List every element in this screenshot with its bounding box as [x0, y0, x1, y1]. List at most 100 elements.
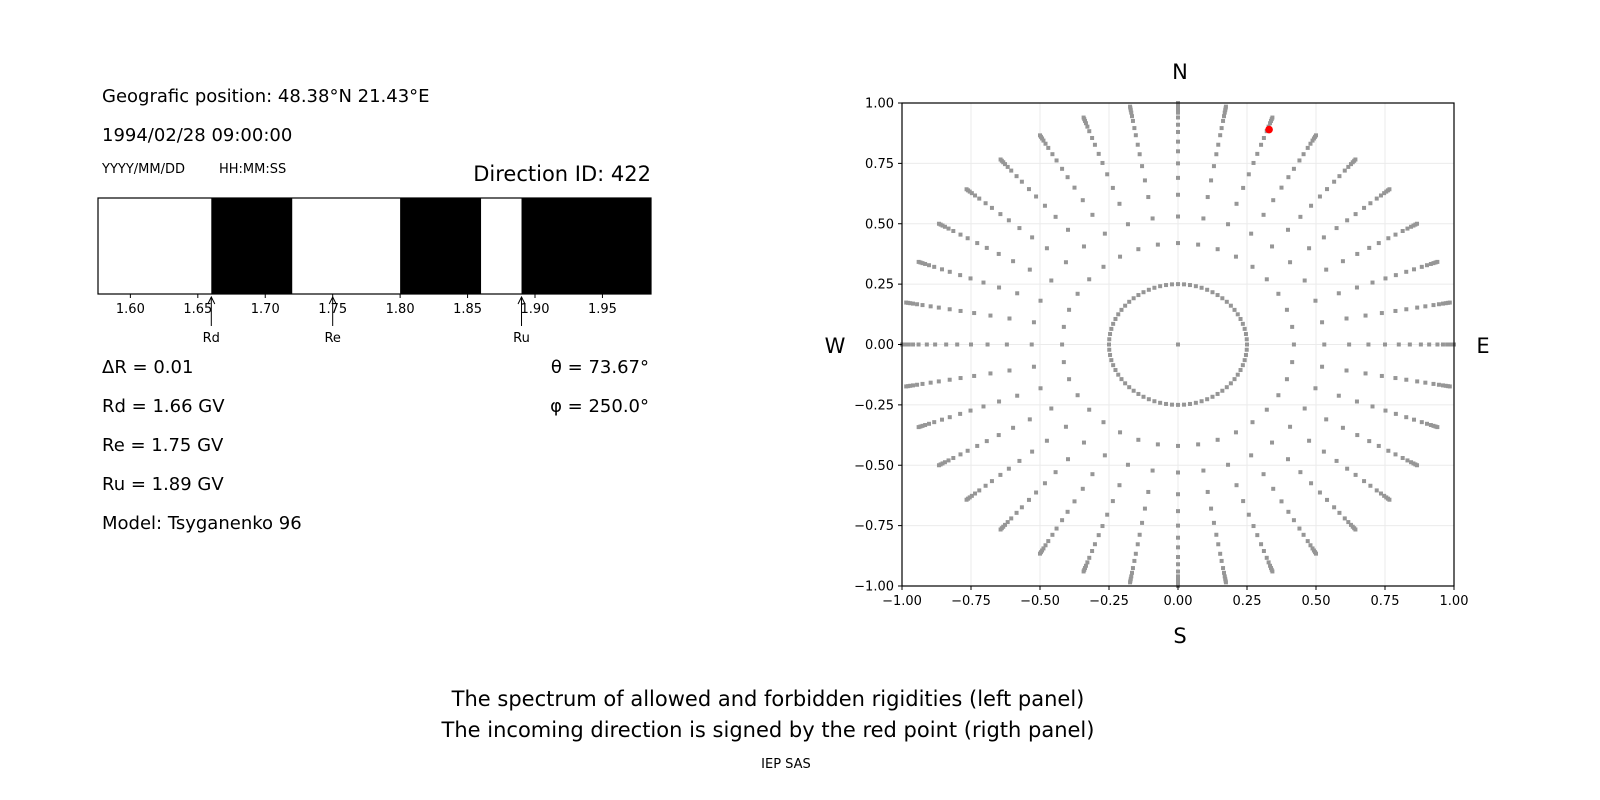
direction-point — [904, 300, 909, 305]
direction-point — [985, 342, 990, 347]
direction-point — [1261, 549, 1266, 554]
direction-point — [1030, 449, 1035, 454]
direction-point — [1302, 278, 1307, 283]
direction-point — [1268, 121, 1273, 126]
direction-point — [1015, 291, 1020, 296]
direction-point — [1142, 506, 1147, 511]
direction-point — [908, 301, 913, 306]
direction-point — [1182, 282, 1187, 287]
direction-point — [1276, 291, 1281, 296]
direction-point — [1354, 399, 1359, 404]
direction-point — [1393, 232, 1398, 237]
direction-point — [1379, 373, 1384, 378]
direction-point — [1404, 415, 1409, 420]
direction-point — [1100, 524, 1105, 529]
direction-point — [1176, 523, 1180, 528]
direction-point — [1150, 216, 1155, 221]
direction-point — [910, 383, 915, 388]
direction-point — [1376, 443, 1381, 448]
direction-point — [1387, 187, 1392, 192]
direction-point — [904, 342, 909, 347]
direction-point — [1090, 472, 1095, 477]
direction-point — [1309, 481, 1314, 486]
direction-point — [1152, 399, 1157, 404]
direction-point — [1101, 264, 1106, 269]
direction-point — [975, 241, 980, 246]
direction-point — [1313, 298, 1318, 303]
direction-point — [1255, 151, 1260, 156]
direction-point — [1135, 542, 1140, 547]
x-tick-label: 1.60 — [116, 302, 145, 317]
direction-point — [1176, 555, 1180, 560]
direction-point — [1345, 218, 1350, 223]
direction-point — [973, 193, 978, 198]
direction-point — [947, 415, 952, 420]
direction-point — [972, 373, 977, 378]
direction-point — [1060, 518, 1065, 523]
direction-point — [1297, 158, 1302, 163]
direction-point — [1053, 214, 1058, 219]
direction-point — [996, 251, 1001, 256]
direction-point — [1435, 342, 1440, 347]
direction-map: −1.00−1.00 −0.75 −0.75 −0.50 −0.50 −0.25 −0.25… — [854, 97, 1468, 610]
direction-point — [1132, 558, 1137, 563]
direction-point — [955, 342, 960, 347]
direction-point — [1431, 261, 1436, 266]
direction-point — [1337, 510, 1342, 515]
direction-point — [1393, 376, 1398, 381]
direction-point — [1081, 244, 1086, 249]
direction-point — [1415, 379, 1420, 384]
direction-point — [1004, 342, 1009, 347]
direction-point — [1285, 457, 1290, 462]
direction-point — [923, 423, 928, 428]
direction-point — [1324, 267, 1329, 272]
caption-line-1: The spectrum of allowed and forbidden ri… — [451, 687, 1085, 711]
direction-point — [1344, 368, 1349, 373]
direction-point — [1387, 497, 1392, 502]
direction-point — [1290, 360, 1295, 365]
direction-point — [1211, 164, 1216, 169]
direction-point — [1297, 526, 1302, 531]
direction-point — [1322, 342, 1327, 347]
direction-point — [1383, 408, 1388, 413]
direction-point — [942, 224, 947, 229]
direction-point — [958, 273, 963, 278]
direction-point — [1436, 302, 1441, 307]
direction-point — [1137, 532, 1142, 537]
direction-point — [1176, 129, 1180, 134]
direction-point — [1218, 551, 1223, 556]
direction-point — [1169, 402, 1174, 407]
direction-point — [1276, 393, 1281, 398]
direction-point — [984, 245, 989, 250]
direction-point — [1325, 187, 1330, 192]
direction-point — [1067, 377, 1072, 382]
x-tick-label: 1.90 — [521, 302, 550, 317]
direction-point — [1187, 283, 1192, 288]
direction-point — [1176, 214, 1180, 219]
direction-point — [1249, 453, 1254, 458]
direction-point — [1146, 195, 1151, 200]
direction-point — [936, 463, 941, 468]
direction-point — [1436, 382, 1441, 387]
direction-point — [1125, 222, 1130, 227]
direction-point — [1075, 393, 1080, 398]
direction-point — [981, 280, 986, 285]
direction-point — [1374, 488, 1379, 493]
direction-point — [1129, 570, 1134, 575]
direction-point — [1234, 483, 1239, 488]
theta-value: θ = 73.67° — [551, 357, 649, 378]
direction-point — [947, 377, 952, 382]
direction-point — [1046, 539, 1051, 544]
direction-point — [1041, 546, 1046, 551]
datetime: 1994/02/28 09:00:00 — [102, 125, 292, 146]
direction-point — [1127, 385, 1132, 390]
direction-point — [1111, 363, 1116, 368]
direction-point — [1291, 166, 1296, 171]
direction-point — [1305, 145, 1310, 150]
direction-point — [1090, 135, 1095, 140]
direction-point — [1235, 312, 1240, 317]
x-tick-label: 0.50 — [1302, 594, 1331, 609]
direction-point — [989, 479, 994, 484]
direction-point — [1142, 178, 1147, 183]
direction-point — [1128, 580, 1133, 585]
